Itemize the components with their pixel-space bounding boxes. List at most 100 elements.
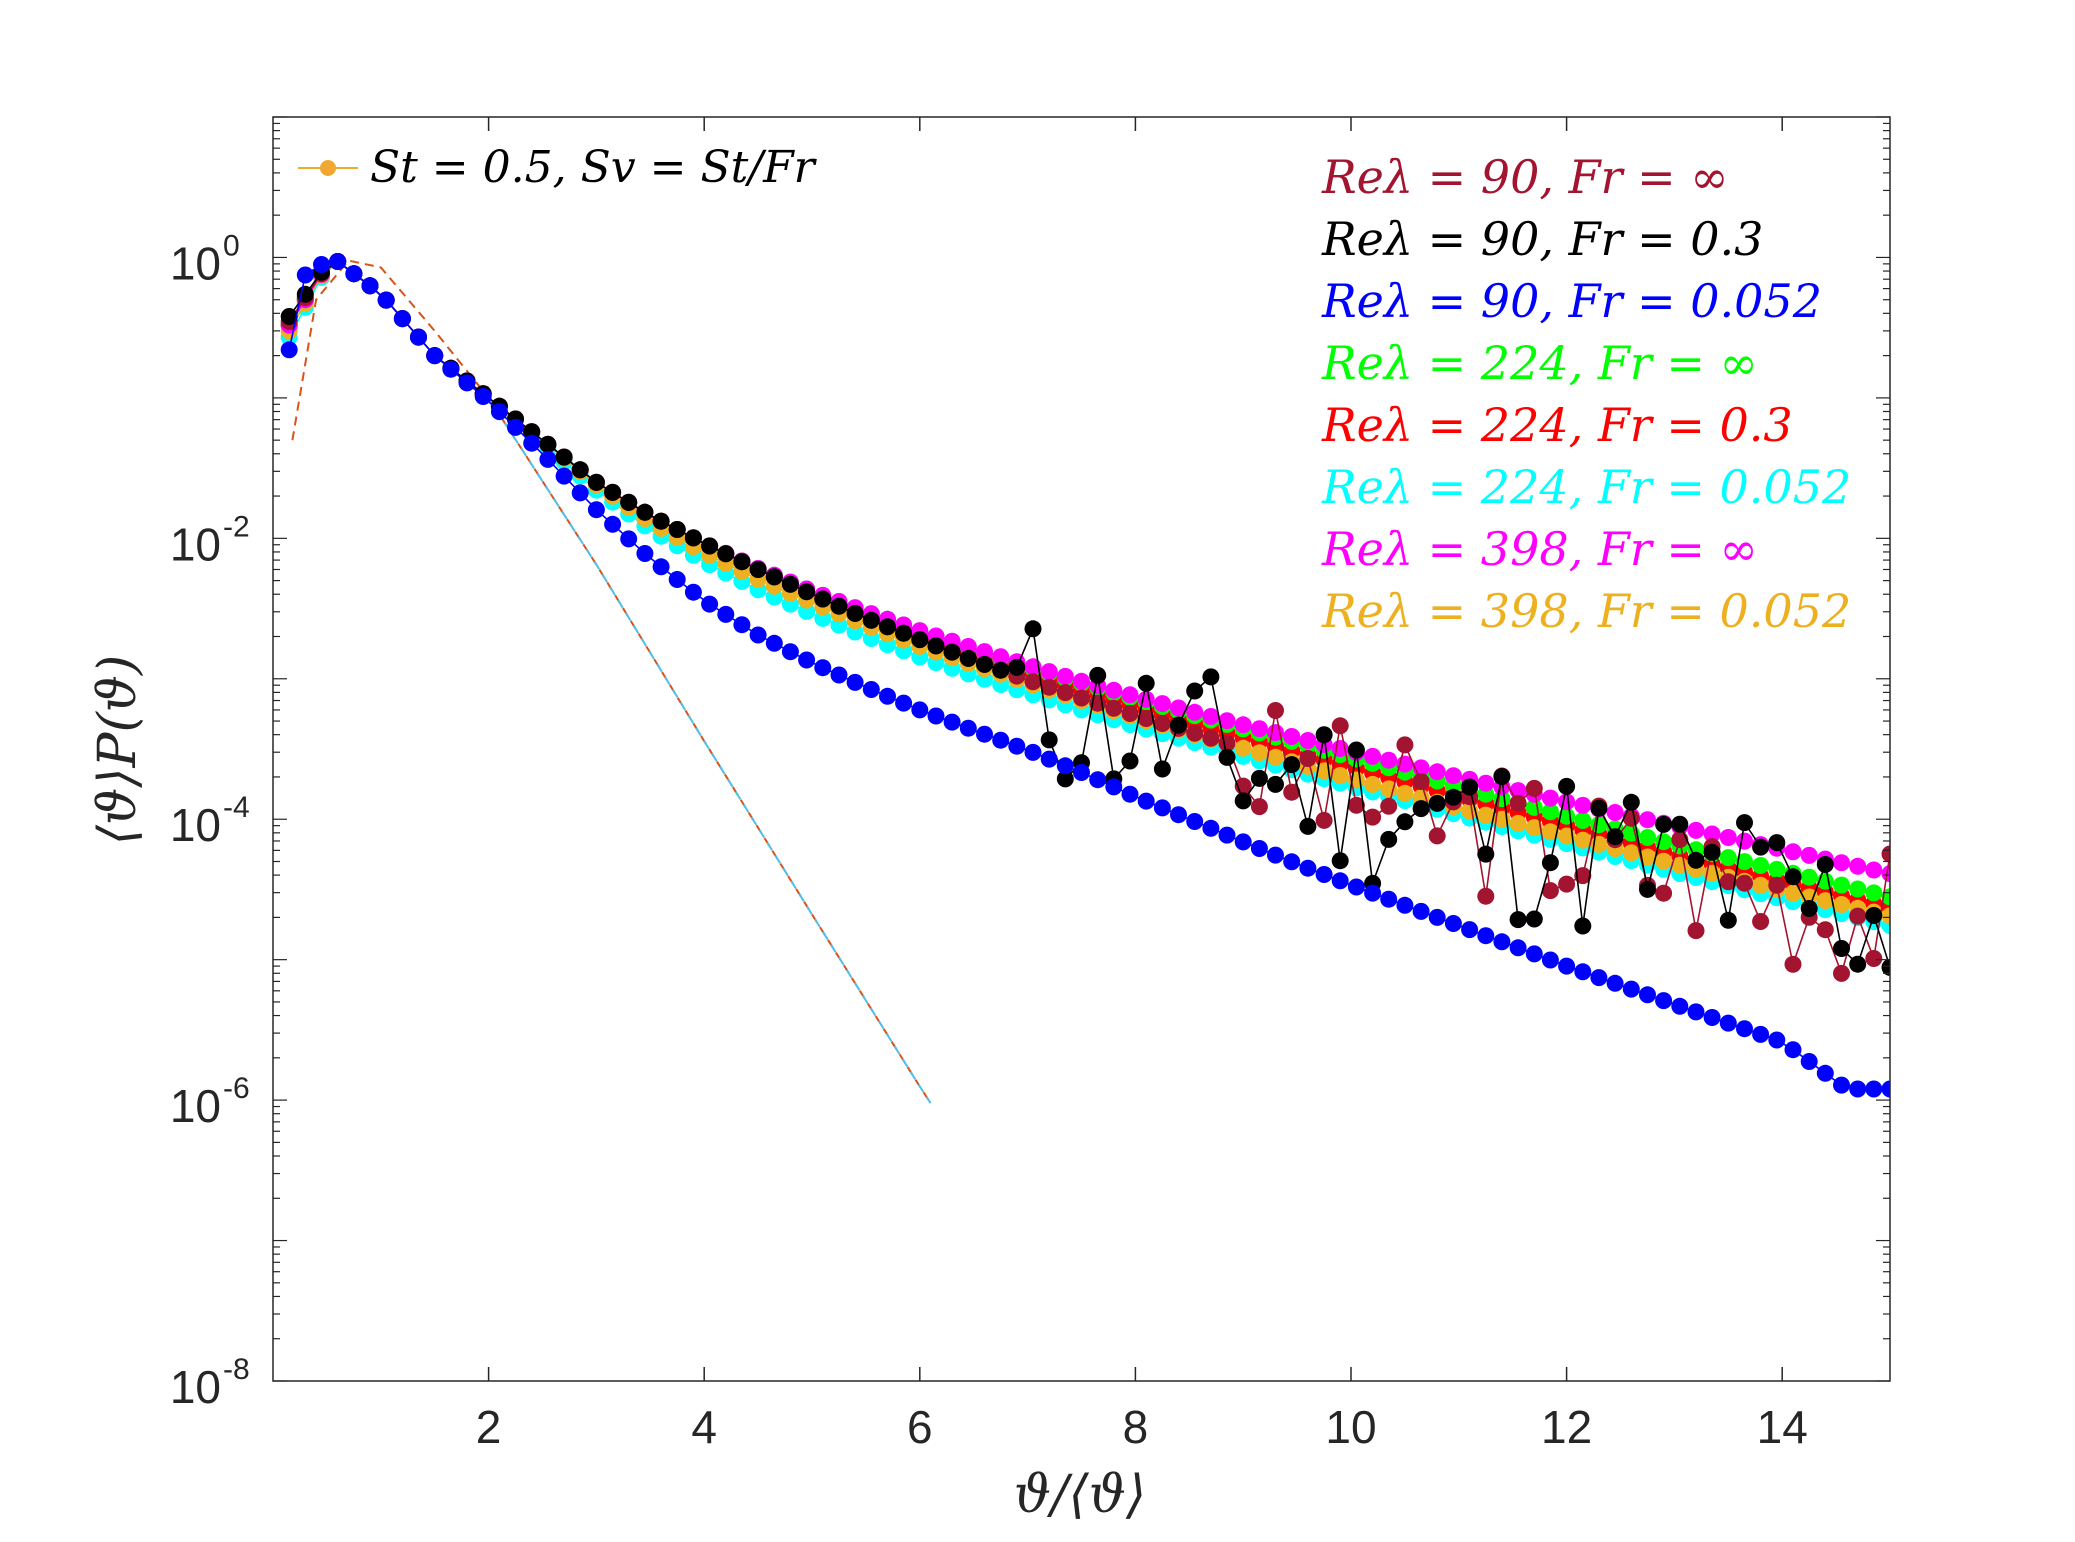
data-point xyxy=(1170,806,1187,824)
data-point xyxy=(474,388,492,405)
data-point xyxy=(733,616,751,634)
data-point xyxy=(1283,783,1301,801)
data-point xyxy=(1347,796,1365,814)
data-point xyxy=(1283,853,1301,871)
legend-entry: Reλ = 398, Fr = ∞ xyxy=(1321,522,1758,576)
data-point xyxy=(1347,878,1365,896)
data-point xyxy=(523,434,541,452)
data-point xyxy=(1752,857,1770,874)
data-point xyxy=(830,597,848,615)
data-point xyxy=(1525,819,1543,837)
data-point xyxy=(1703,843,1721,861)
legend-entry: Reλ = 224, Fr = 0.3 xyxy=(1321,398,1793,452)
data-point xyxy=(555,467,573,485)
data-point xyxy=(1736,1020,1753,1038)
data-point xyxy=(1283,728,1301,745)
data-point xyxy=(1331,717,1349,735)
data-point xyxy=(862,681,880,698)
data-point xyxy=(1833,896,1850,913)
data-point xyxy=(1380,890,1398,908)
data-point xyxy=(1703,825,1721,843)
data-point xyxy=(1622,809,1640,827)
data-point xyxy=(1121,705,1139,722)
data-point xyxy=(1299,859,1317,877)
data-point xyxy=(1639,848,1656,866)
data-point xyxy=(410,328,427,346)
data-point xyxy=(539,435,557,453)
data-point xyxy=(1881,958,1890,976)
data-point xyxy=(927,707,945,725)
data-point xyxy=(1849,955,1867,973)
data-point xyxy=(1541,854,1559,872)
data-point xyxy=(895,624,913,642)
x-tick-label: 4 xyxy=(691,1401,717,1453)
data-point xyxy=(1153,799,1171,817)
data-point xyxy=(1768,1031,1786,1049)
data-point xyxy=(1331,872,1349,890)
data-point xyxy=(1105,699,1123,717)
data-point xyxy=(393,310,411,328)
data-point xyxy=(1040,663,1058,681)
data-point xyxy=(1315,726,1333,744)
data-point xyxy=(1024,673,1042,691)
data-point xyxy=(1865,950,1883,967)
data-point xyxy=(620,493,638,511)
x-tick-label: 12 xyxy=(1541,1401,1592,1453)
data-point xyxy=(992,731,1010,749)
data-point xyxy=(1833,1076,1850,1094)
x-tick-label: 8 xyxy=(1123,1401,1149,1453)
data-point xyxy=(1639,829,1656,846)
data-point xyxy=(280,308,298,325)
data-point xyxy=(1380,830,1398,848)
data-point xyxy=(1816,856,1834,873)
data-point xyxy=(798,583,816,601)
data-point xyxy=(1752,1025,1770,1043)
data-point xyxy=(1590,799,1608,817)
data-point xyxy=(1574,917,1592,935)
data-point xyxy=(1525,779,1543,797)
data-point xyxy=(1541,789,1559,807)
data-point xyxy=(1444,767,1462,785)
data-point xyxy=(1267,775,1284,793)
data-point xyxy=(1299,750,1317,767)
data-point xyxy=(1153,760,1171,778)
data-point xyxy=(1477,806,1495,824)
data-point xyxy=(1396,784,1414,802)
data-point xyxy=(701,537,719,555)
data-point xyxy=(1234,792,1252,810)
x-tick-label: 14 xyxy=(1757,1401,1808,1453)
series-2 xyxy=(280,253,1890,976)
data-point xyxy=(1736,853,1753,871)
data-point xyxy=(1655,833,1673,851)
data-point xyxy=(1121,686,1139,704)
data-point xyxy=(1477,927,1495,945)
data-point xyxy=(1008,737,1026,755)
data-point xyxy=(1849,880,1867,898)
data-point xyxy=(1364,747,1382,765)
data-point xyxy=(1881,907,1890,925)
data-point xyxy=(879,618,896,636)
data-point xyxy=(1250,798,1268,816)
data-point xyxy=(1089,771,1107,789)
data-point xyxy=(1639,880,1656,898)
data-point xyxy=(1315,866,1333,883)
data-point xyxy=(1558,777,1576,795)
data-point xyxy=(1736,832,1753,850)
data-point xyxy=(1509,939,1527,957)
data-point xyxy=(1234,716,1252,734)
data-point xyxy=(313,256,330,273)
data-point xyxy=(1639,811,1656,829)
data-point xyxy=(781,643,799,661)
data-point xyxy=(1137,690,1155,708)
data-point xyxy=(1881,1080,1890,1098)
data-point xyxy=(1671,997,1689,1015)
data-point xyxy=(1477,887,1495,905)
data-point xyxy=(1331,852,1349,870)
data-point xyxy=(1170,716,1187,734)
data-point xyxy=(1250,744,1268,762)
data-point xyxy=(717,545,735,563)
data-point xyxy=(1525,910,1543,928)
legend-entry: Reλ = 90, Fr = 0.052 xyxy=(1321,274,1822,328)
data-point xyxy=(1105,778,1123,796)
data-point xyxy=(1218,712,1236,730)
